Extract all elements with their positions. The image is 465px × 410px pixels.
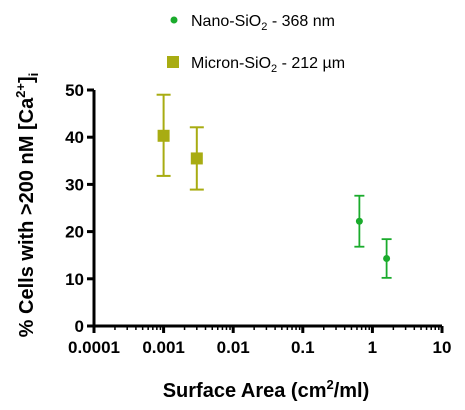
- legend-label-nano: Nano-SiO2 - 368 nm: [191, 13, 335, 33]
- legend-marker-micron: [167, 56, 179, 68]
- data-point-0-0: [354, 194, 365, 248]
- data-point-1-0: [156, 93, 171, 177]
- x-tick-label-3: 0.1: [291, 338, 315, 357]
- y-axis-title: % Cells with >200 nM [Ca2+]i: [13, 73, 41, 338]
- x-tick-label-1: 0.001: [142, 338, 185, 357]
- legend: Nano-SiO2 - 368 nm Micron-SiO2 - 212 µm: [167, 13, 345, 75]
- y-tick-label-1: 10: [65, 270, 84, 289]
- data-point-1-1: [189, 126, 204, 191]
- marker-square: [190, 152, 203, 165]
- x-tick-label-2: 0.01: [217, 338, 250, 357]
- marker-circle: [355, 217, 363, 225]
- data-series: [156, 93, 392, 279]
- marker-square: [157, 129, 170, 142]
- legend-label-micron: Micron-SiO2 - 212 µm: [191, 55, 345, 75]
- x-tick-label-5: 10: [433, 338, 452, 357]
- data-point-0-1: [381, 238, 392, 279]
- y-tick-label-5: 50: [65, 81, 84, 100]
- y-tick-label-4: 40: [65, 128, 84, 147]
- x-ticks: 0.0001 0.001 0.01 0.1 1 10: [68, 326, 451, 357]
- x-tick-label-4: 1: [368, 338, 377, 357]
- y-tick-label-3: 30: [65, 175, 84, 194]
- y-ticks: 0 10 20 30 40 50: [65, 81, 94, 336]
- legend-marker-nano: [170, 16, 178, 24]
- marker-circle: [383, 255, 391, 263]
- y-tick-label-2: 20: [65, 223, 84, 242]
- x-tick-label-0: 0.0001: [68, 338, 120, 357]
- y-tick-label-0: 0: [75, 317, 84, 336]
- x-axis-title: Surface Area (cm2/ml): [163, 377, 370, 402]
